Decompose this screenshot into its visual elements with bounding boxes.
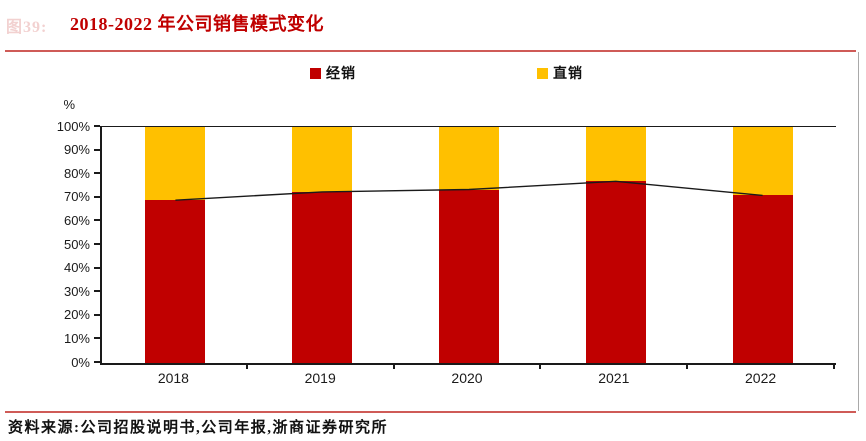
x-category-label-2018: 2018 [157,370,189,386]
y-tick-label-50: 50% [63,236,90,252]
legend-swatch-jingxiao [310,67,321,79]
trend-line-layer [175,180,763,201]
y-tick-mark [94,313,100,316]
y-tick-mark [94,125,100,127]
bar-segment-2021-直销 [585,127,646,182]
bottom-divider-line [5,411,856,413]
x-tick-mark [686,364,689,369]
y-tick-label-90: 90% [63,142,90,158]
y-tick-label-20: 20% [63,307,90,323]
y-tick-mark [94,337,100,340]
y-tick-label-10: 10% [63,330,90,346]
bar-segment-2022-直销 [732,127,793,196]
legend-swatch-zhixiao [537,67,548,79]
y-tick-label-60: 60% [63,212,90,228]
y-tick-mark [94,195,100,198]
y-tick-mark [94,172,100,175]
y-tick-label-30: 30% [63,283,90,299]
y-tick-mark [94,266,100,269]
top-divider-line [5,50,856,52]
y-axis-unit-label: % [63,97,75,112]
x-tick-mark [539,364,542,369]
legend-label-jingxiao: 经销 [326,67,356,82]
y-tick-mark [94,148,100,151]
table-cell-border [858,52,859,411]
x-tick-mark [833,364,835,369]
legend-item-zhixiao: 直销 [537,63,583,83]
y-tick-mark [94,219,100,222]
bar-segment-2022-经销 [732,195,793,363]
figure-number-label: 图39: [6,19,48,36]
y-tick-label-100: 100% [56,118,90,134]
chart-title: 2018-2022 年公司销售模式变化 [70,14,324,34]
y-tick-mark [94,290,100,293]
plot-area [100,126,836,365]
bar-segment-2021-经销 [585,181,646,363]
y-tick-label-70: 70% [63,189,90,205]
bar-segment-2020-经销 [439,189,499,363]
trend-line [175,180,763,201]
x-tick-mark [392,364,395,369]
x-category-label-2019: 2019 [304,370,336,386]
source-note: 资料来源:公司招股说明书,公司年报,浙商证券研究所 [8,420,388,436]
bar-segment-2018-经销 [145,200,206,363]
x-category-label-2022: 2022 [745,370,777,386]
x-category-label-2020: 2020 [451,370,483,386]
x-category-label-2021: 2021 [598,370,630,386]
bar-segment-2019-经销 [292,191,353,363]
y-tick-label-40: 40% [63,260,90,276]
bar-segment-2020-直销 [439,127,499,190]
y-tick-mark [94,243,100,245]
y-tick-mark [94,361,100,363]
x-tick-mark [245,364,248,369]
legend-item-jingxiao: 经销 [310,63,356,83]
y-tick-label-0: 0% [71,354,90,370]
bar-segment-2019-直销 [292,127,353,192]
y-tick-label-80: 80% [63,165,90,181]
legend-label-zhixiao: 直销 [553,67,583,82]
bar-segment-2018-直销 [145,127,206,201]
